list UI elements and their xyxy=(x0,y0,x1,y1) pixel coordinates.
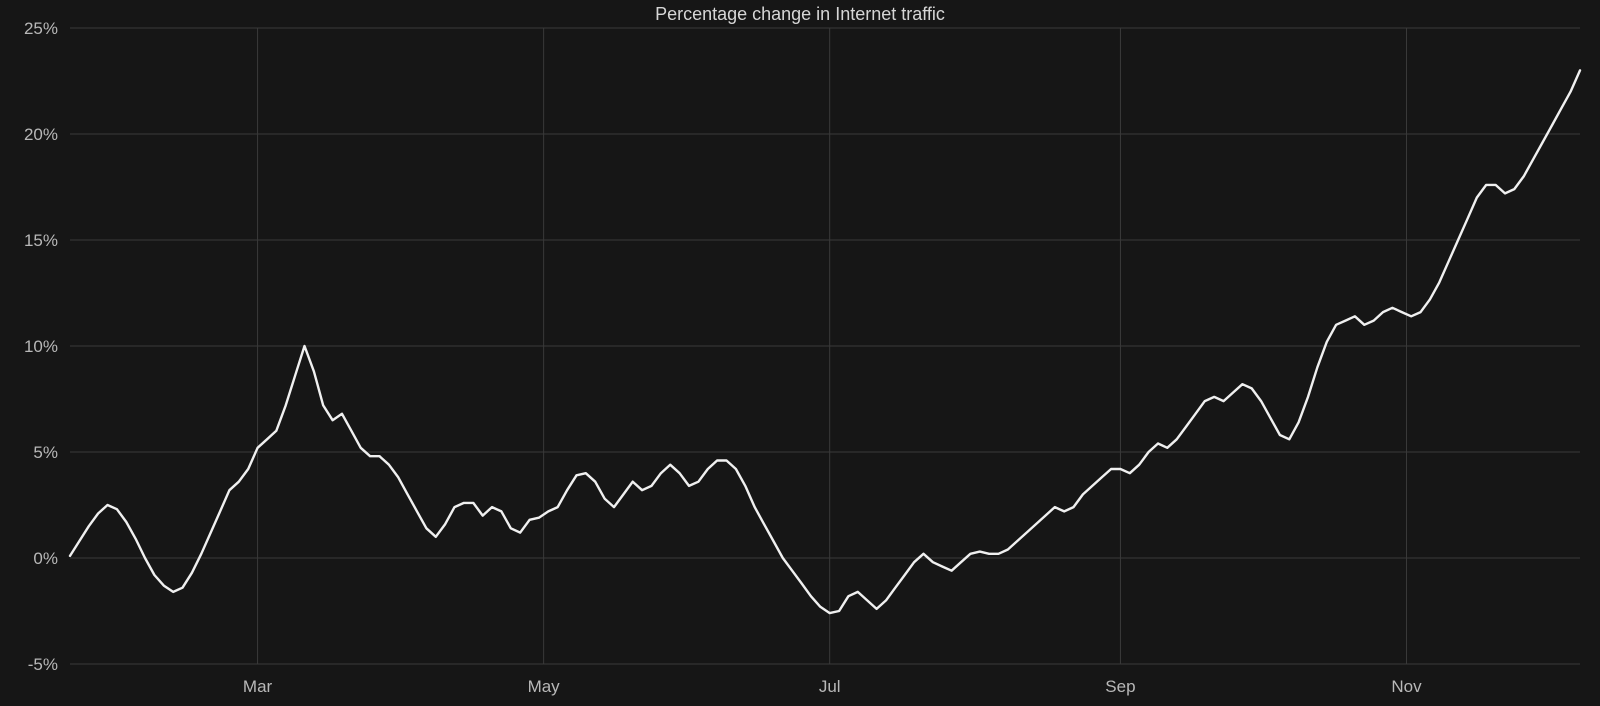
x-tick-label: Mar xyxy=(243,677,273,696)
y-tick-label: 20% xyxy=(24,125,58,144)
line-chart: Percentage change in Internet traffic -5%… xyxy=(0,0,1600,706)
chart-title: Percentage change in Internet traffic xyxy=(655,4,945,24)
chart-background xyxy=(0,0,1600,706)
chart-container: Percentage change in Internet traffic -5%… xyxy=(0,0,1600,706)
y-tick-label: 0% xyxy=(33,549,58,568)
y-tick-label: 5% xyxy=(33,443,58,462)
y-tick-label: 10% xyxy=(24,337,58,356)
y-tick-label: 25% xyxy=(24,19,58,38)
x-tick-label: Jul xyxy=(819,677,841,696)
x-tick-label: Sep xyxy=(1105,677,1135,696)
y-tick-label: 15% xyxy=(24,231,58,250)
y-tick-label: -5% xyxy=(28,655,58,674)
x-tick-label: Nov xyxy=(1391,677,1422,696)
x-tick-label: May xyxy=(528,677,561,696)
